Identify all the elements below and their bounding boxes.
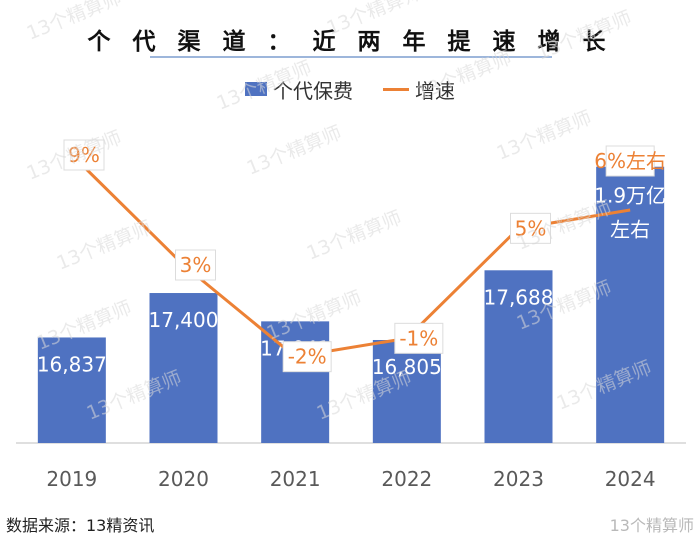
- watermark-tile: 13个精算师: [54, 217, 155, 275]
- watermark-tile: 13个精算师: [494, 107, 595, 165]
- chart-title: 个 代 渠 道 ： 近 两 年 提 速 增 长: [87, 29, 613, 55]
- x-tick-label: 2022: [381, 467, 432, 491]
- growth-value-label: -2%: [288, 345, 327, 369]
- bar-value-label: 16,805: [372, 355, 442, 379]
- legend-bar-label: 个代保费: [273, 78, 353, 103]
- bar-2020: [149, 293, 218, 443]
- legend-item-growth: 增速: [383, 75, 455, 104]
- x-tick-label: 2021: [270, 467, 321, 491]
- watermark-tile: 13个精算师: [304, 207, 405, 265]
- x-tick-label: 2024: [605, 467, 656, 491]
- growth-callout-box: [63, 139, 105, 171]
- growth-value-label: 6%左右: [594, 149, 666, 173]
- growth-callout-box: [394, 322, 444, 354]
- x-tick-label: 2019: [46, 467, 97, 491]
- growth-callout-box: [175, 249, 216, 281]
- watermark-tile: 13个精算师: [244, 122, 345, 180]
- bar-2023: [484, 270, 553, 443]
- chart-legend: 个代保费 增速: [0, 74, 700, 104]
- title-underline: [150, 56, 552, 58]
- watermark-text: 13个精算师: [609, 516, 694, 535]
- x-tick-label: 2020: [158, 467, 209, 491]
- growth-callout-box: [510, 212, 551, 244]
- legend-line-swatch: [383, 87, 409, 91]
- bar-value-label: 17,688: [484, 285, 554, 309]
- growth-callout-box: [282, 341, 332, 373]
- bar-2019: [37, 337, 106, 443]
- watermark-tile: 13个精算师: [24, 127, 125, 185]
- bar-2022: [372, 339, 441, 443]
- growth-value-label: 9%: [68, 143, 100, 167]
- growth-callout-box: [605, 145, 655, 177]
- bar-value-label: 1.9万亿左右: [594, 184, 666, 242]
- x-tick-label: 2023: [493, 467, 544, 491]
- source-note: 数据来源：13精资讯: [6, 516, 155, 535]
- watermark-tile: 13个精算师: [214, 57, 315, 115]
- bar-value-label: 16,837: [37, 352, 107, 376]
- watermark-tile: 13个精算师: [324, 0, 425, 40]
- growth-value-label: -1%: [399, 326, 438, 350]
- legend-bar-swatch: [245, 82, 267, 96]
- legend-line-label: 增速: [415, 78, 455, 103]
- watermark-tile: 13个精算师: [414, 47, 515, 105]
- legend-item-premium: 个代保费: [245, 75, 353, 104]
- bar-value-label: 17,400: [149, 308, 219, 332]
- growth-value-label: 3%: [180, 253, 212, 277]
- watermark-tile: 13个精算师: [24, 0, 125, 45]
- growth-value-label: 5%: [515, 216, 547, 240]
- watermark-tile: 13个精算师: [534, 7, 635, 65]
